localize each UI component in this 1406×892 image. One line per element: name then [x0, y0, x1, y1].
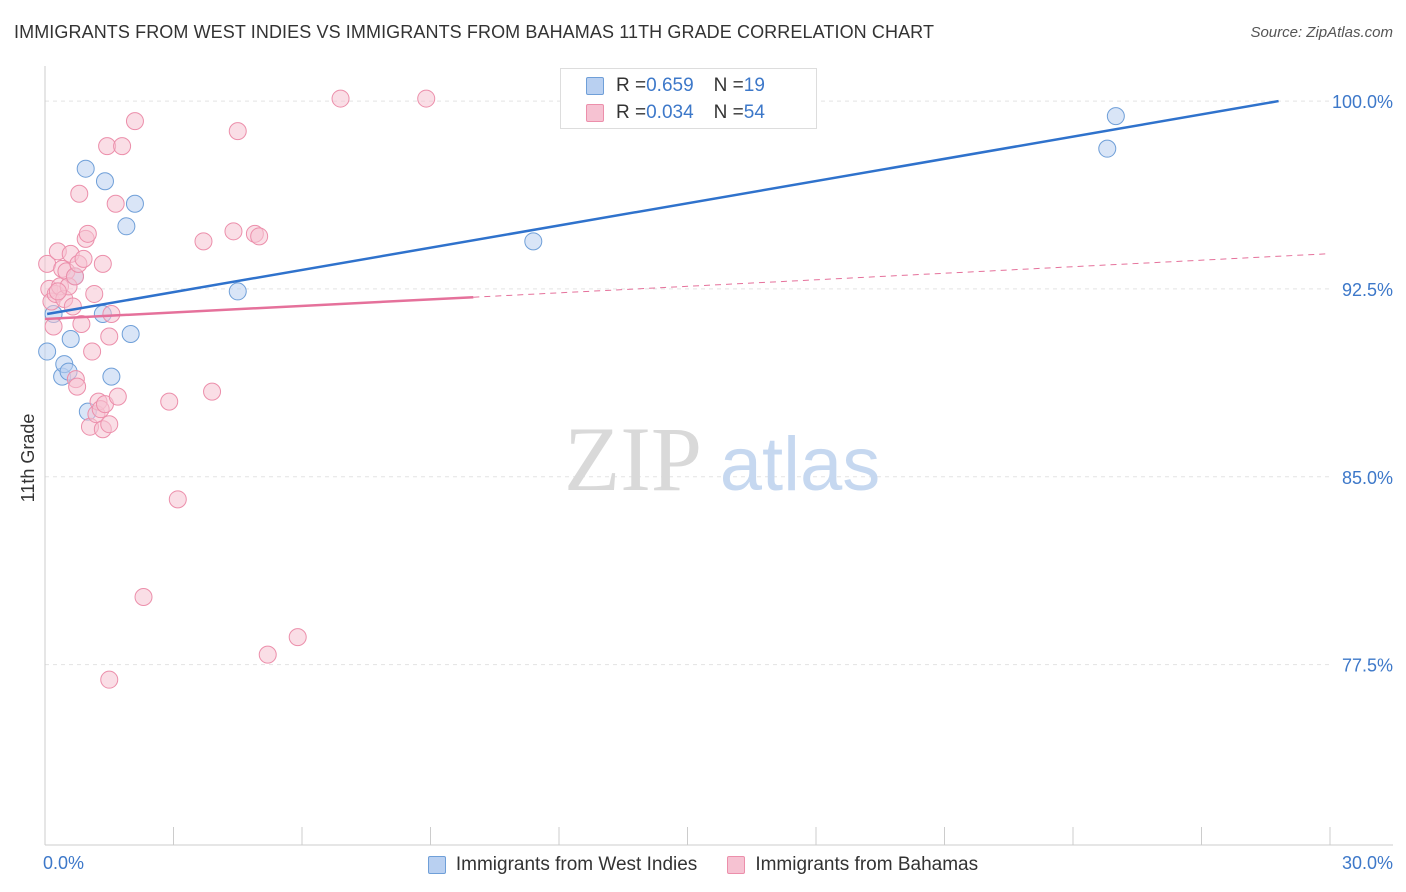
- bahamas-point: [68, 377, 87, 396]
- bahamas-point: [85, 284, 104, 303]
- r-label: R =: [616, 102, 647, 123]
- bahamas-point: [108, 387, 127, 406]
- legend-label: Immigrants from Bahamas: [755, 854, 979, 875]
- y-tick-labels: 100.0% 92.5% 85.0% 77.5%: [1332, 92, 1393, 676]
- bahamas-point: [48, 282, 67, 301]
- n-value: 54: [743, 102, 765, 123]
- west-indies-point: [121, 325, 140, 344]
- west-indies-point: [125, 194, 144, 213]
- y-axis-title: 11th Grade: [18, 414, 38, 503]
- y-tick-label: 100.0%: [1332, 92, 1393, 112]
- x-tick-labels: 0.0% 30.0%: [43, 853, 1393, 873]
- series-legend: Immigrants from West Indies Immigrants f…: [0, 852, 1406, 878]
- bahamas-point: [288, 628, 307, 647]
- n-label: N =: [713, 102, 744, 123]
- west-indies-point: [38, 342, 57, 361]
- n-label: N =: [713, 75, 744, 96]
- stats-legend: R = 0.659 N = 19 R = 0.034 N = 54: [560, 68, 817, 129]
- bahamas-point: [74, 249, 93, 268]
- west-indies-point: [102, 367, 121, 386]
- grid-lines: [45, 100, 1330, 666]
- r-label: R =: [616, 75, 647, 96]
- bahamas-point: [102, 304, 121, 323]
- r-value: 0.034: [646, 102, 694, 123]
- bahamas-point: [100, 415, 119, 434]
- legend-item-west-indies[interactable]: Immigrants from West Indies: [427, 854, 698, 876]
- legend-item-bahamas[interactable]: Immigrants from Bahamas: [727, 854, 978, 876]
- y-tick-label: 85.0%: [1342, 468, 1393, 488]
- watermark-atlas: atlas: [720, 422, 881, 507]
- west-indies-point: [524, 232, 543, 251]
- west-indies-point: [228, 282, 247, 301]
- legend-label: Immigrants from West Indies: [455, 854, 698, 875]
- axes: [44, 66, 1393, 846]
- bahamas-point: [72, 314, 91, 333]
- bahamas-point: [44, 317, 63, 336]
- bahamas-trend-line: [44, 295, 474, 321]
- bahamas-trend-line-dashed: [473, 253, 1326, 298]
- x-tick-label: 0.0%: [43, 853, 84, 873]
- data-points: [38, 89, 1125, 689]
- bahamas-point: [98, 137, 117, 156]
- bahamas-point: [134, 588, 153, 607]
- bahamas-point: [63, 297, 82, 316]
- bahamas-point: [250, 227, 269, 246]
- bahamas-legend-swatch: [727, 856, 746, 874]
- bahamas-point: [417, 89, 436, 108]
- bahamas-swatch: [586, 104, 604, 122]
- y-tick-label: 92.5%: [1342, 280, 1393, 300]
- west-indies-point: [117, 217, 136, 236]
- west-indies-point: [1106, 107, 1125, 126]
- n-value: 19: [743, 75, 765, 96]
- bahamas-point: [113, 137, 132, 156]
- bahamas-point: [194, 232, 213, 251]
- bahamas-point: [224, 222, 243, 241]
- watermark: ZIP atlas: [564, 408, 880, 510]
- bahamas-point: [106, 194, 125, 213]
- west-indies-point: [61, 330, 80, 349]
- watermark-zip: ZIP: [564, 408, 702, 510]
- bahamas-point: [83, 342, 102, 361]
- chart-title: IMMIGRANTS FROM WEST INDIES VS IMMIGRANT…: [14, 22, 935, 42]
- bahamas-point: [70, 184, 89, 203]
- stats-row-west-indies: R = 0.659 N = 19: [586, 73, 765, 99]
- west-indies-trend-line: [46, 99, 1279, 316]
- bahamas-point: [125, 112, 144, 131]
- bahamas-point: [228, 122, 247, 141]
- bahamas-point: [331, 89, 350, 108]
- source-label: Source: ZipAtlas.com: [1250, 24, 1393, 41]
- x-tick-label: 30.0%: [1342, 853, 1393, 873]
- bahamas-point: [93, 254, 112, 273]
- west-indies-swatch: [586, 77, 604, 95]
- bahamas-point: [203, 382, 222, 401]
- west-indies-point: [1098, 139, 1117, 158]
- bahamas-point: [168, 490, 187, 509]
- y-tick-label: 77.5%: [1342, 656, 1393, 676]
- bahamas-point: [78, 224, 97, 243]
- bahamas-point: [100, 327, 119, 346]
- trend-lines: [44, 99, 1326, 321]
- west-indies-point: [95, 172, 114, 191]
- bahamas-point: [160, 392, 179, 411]
- bahamas-point: [100, 670, 119, 689]
- bahamas-point: [258, 645, 277, 664]
- west-indies-point: [76, 159, 95, 178]
- r-value: 0.659: [646, 75, 694, 96]
- stats-row-bahamas: R = 0.034 N = 54: [586, 100, 765, 126]
- west-indies-legend-swatch: [427, 856, 446, 874]
